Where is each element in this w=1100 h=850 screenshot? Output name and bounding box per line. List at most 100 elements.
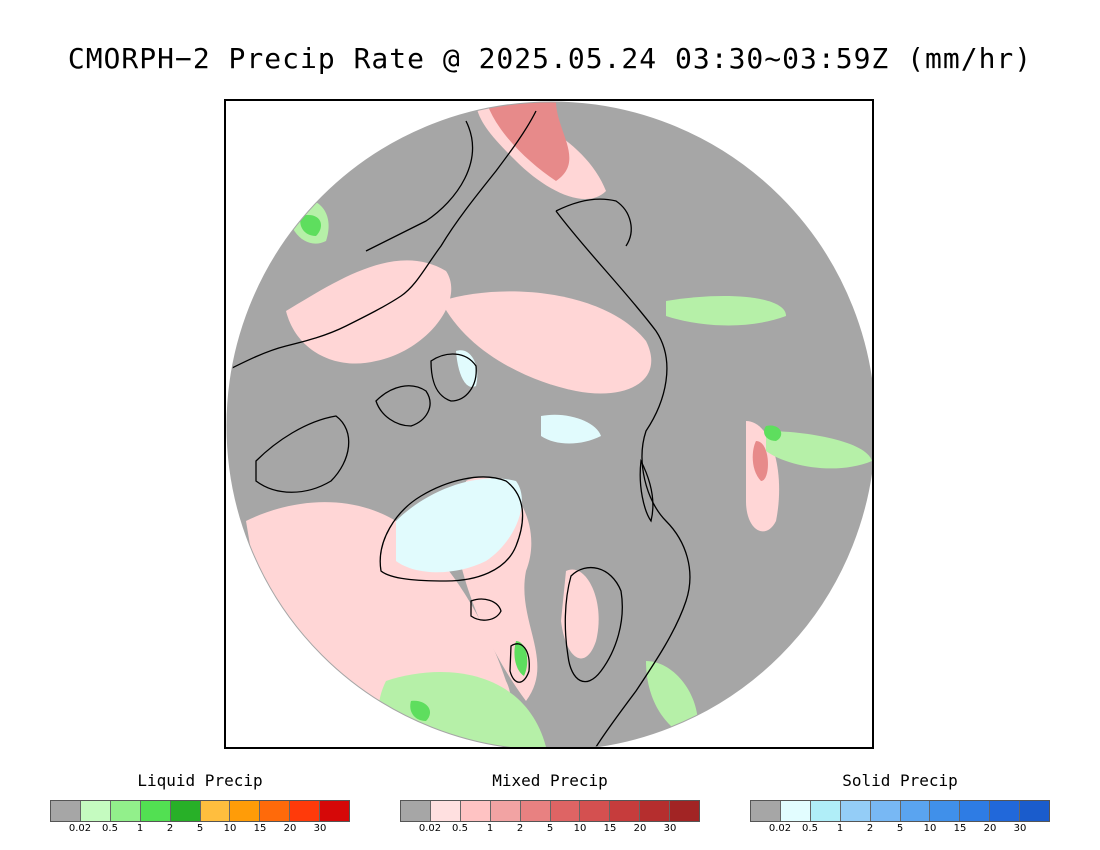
legend-solid-colorbar [750,800,1050,822]
legend-swatch [990,801,1021,821]
coastline-eurasia [555,210,691,747]
coastline-ellesmere [430,353,477,402]
legend-tick-label: 1 [486,823,494,834]
mixed-area-scandinavia [561,569,599,659]
mixed-area-canada [286,260,452,364]
legend-liquid-colorbar [50,800,350,822]
legend-swatch [870,801,901,821]
legend-swatch [460,801,491,821]
legend-swatch [320,801,350,821]
legend-swatch [840,801,871,821]
legend-swatch [401,801,431,821]
legend-swatch [200,801,231,821]
legend-swatch [520,801,551,821]
legend-tick-label: 10 [223,823,237,834]
legend-tick-label: 0.5 [102,823,118,834]
legend-tick-label: 2 [166,823,174,834]
legend-swatch [260,801,291,821]
legend-tick-label: 15 [253,823,267,834]
legend-swatch [51,801,81,821]
solid-area-greenland [396,478,522,573]
solid-area-canadian-archipelago [456,350,478,387]
legend-tick-label: 10 [923,823,937,834]
coastline-greenland [379,476,524,582]
legend-tick-label: 1 [836,823,844,834]
coastline-scandinavia [564,567,623,683]
coastline-british-isles [509,643,530,683]
legend-tick-label: 30 [1013,823,1027,834]
legend-mixed-ticks: 0.02 0.5 1 2 5 10 15 20 30 [400,823,700,837]
legend-tick-label: 15 [953,823,967,834]
legend-tick-label: 10 [573,823,587,834]
mixed-precip-heavy [486,102,768,481]
legend-swatch [960,801,991,821]
mixed-area-arctic-ocean [441,291,652,394]
coastline-hudson-bay [255,415,350,493]
legend-swatch [580,801,611,821]
legend-swatch [610,801,641,821]
legend-mixed-precip: Mixed Precip 0.02 0.5 1 2 5 10 15 20 30 [400,770,700,837]
coastline-novaya-zemlya [639,458,654,523]
legend-swatch [1020,801,1050,821]
legend-tick-label: 20 [983,823,997,834]
legend-swatch [640,801,671,821]
solid-precip-areas [396,350,601,573]
legend-tick-label: 30 [663,823,677,834]
legend-tick-label: 0.02 [68,823,92,834]
coastline-canadian-islands [375,385,431,427]
legend-swatch [550,801,581,821]
legend-swatch [810,801,841,821]
legend-tick-label: 20 [283,823,297,834]
legend-solid-title: Solid Precip [842,771,958,790]
liquid-precip-moderate [300,215,782,721]
legend-liquid-precip: Liquid Precip 0.02 0.5 1 2 5 10 15 20 30 [50,770,350,837]
coastline-iceland [470,598,502,621]
legend-tick-label: 2 [516,823,524,834]
solid-area-north-pole [541,414,601,444]
legend-liquid-title: Liquid Precip [137,771,263,790]
polar-disk-edge [226,101,872,747]
liquid-mod-alaska [300,215,321,236]
legend-swatch [290,801,321,821]
legend-swatch [751,801,781,821]
legend-solid-precip: Solid Precip 0.02 0.5 1 2 5 10 15 20 30 [750,770,1050,837]
legend-swatch [930,801,961,821]
legend-tick-label: 5 [896,823,904,834]
map-title: CMORPH−2 Precip Rate @ 2025.05.24 03:30~… [67,42,1033,75]
legend-swatch [140,801,171,821]
legend-swatch [230,801,261,821]
legend-tick-label: 0.02 [418,823,442,834]
legend-swatch [780,801,811,821]
liquid-mod-europe [410,700,431,721]
mixed-heavy-pacific-band [752,441,768,481]
liquid-area-north-pacific [766,431,872,469]
liquid-area-east-siberia [666,296,786,326]
legend-tick-label: 5 [546,823,554,834]
legend-swatch [110,801,141,821]
legend-tick-label: 1 [136,823,144,834]
legend-tick-label: 5 [196,823,204,834]
coastlines [227,110,691,747]
legend-swatch [170,801,201,821]
legend-swatch [80,801,111,821]
mixed-heavy-aleutian [486,102,570,181]
legend-mixed-colorbar [400,800,700,822]
legend-tick-label: 0.5 [802,823,818,834]
liquid-mod-uk [514,641,528,676]
coastline-north-america [227,110,537,372]
coastline-alaska [365,120,474,252]
legend-swatch [670,801,700,821]
legend-swatch [900,801,931,821]
legend-solid-ticks: 0.02 0.5 1 2 5 10 15 20 30 [750,823,1050,837]
legend-tick-label: 0.02 [768,823,792,834]
liquid-mod-pacific [764,425,782,441]
legend-tick-label: 15 [603,823,617,834]
polar-precip-map [224,99,874,749]
legend-swatch [490,801,521,821]
legend-tick-label: 30 [313,823,327,834]
legend-tick-label: 2 [866,823,874,834]
legend-tick-label: 0.5 [452,823,468,834]
coastline-chukotka [555,198,632,247]
legend-tick-label: 20 [633,823,647,834]
legend-liquid-ticks: 0.02 0.5 1 2 5 10 15 20 30 [50,823,350,837]
